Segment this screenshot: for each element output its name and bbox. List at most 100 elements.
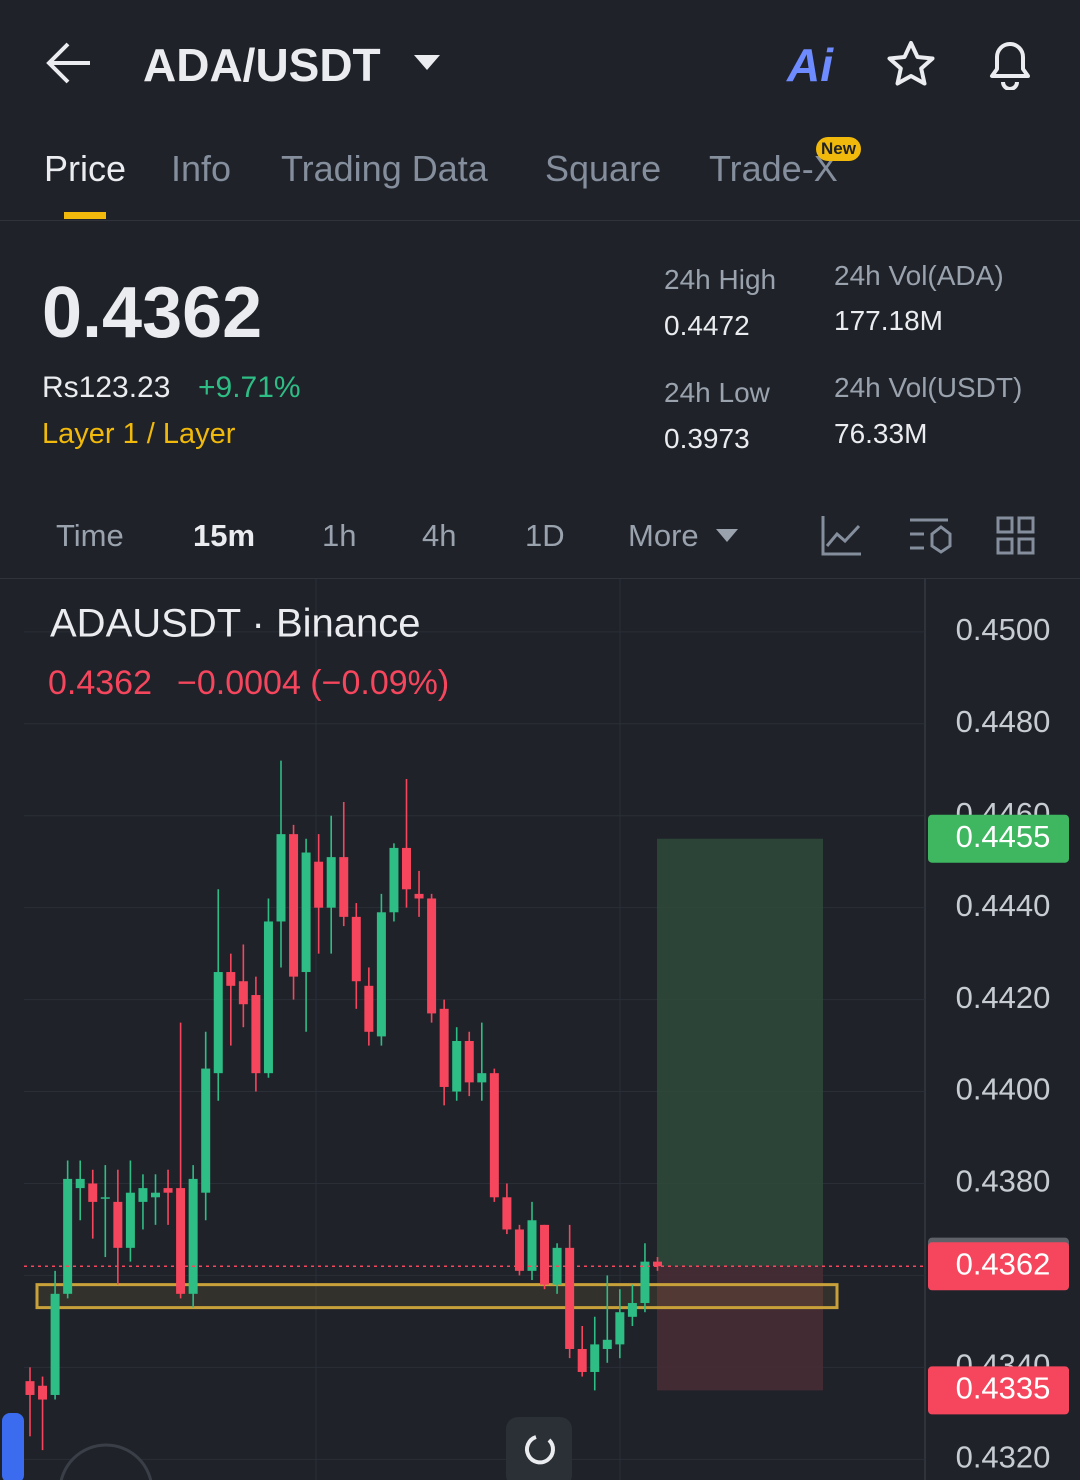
stat-value: 0.3973 [664,423,750,454]
legend-change: −0.0004 (−0.09%) [177,664,449,702]
last-price: 0.4362 [42,273,263,353]
candle-body [238,981,248,1005]
price-badge-label: 0.4335 [956,1371,1051,1406]
candle-body [301,852,311,973]
candle-body [326,857,336,908]
candle-body [63,1178,73,1294]
stat-value: 76.33M [834,418,928,449]
candle-body [414,893,424,899]
candle-body [527,1220,537,1271]
price-badge-label: 0.4362 [956,1246,1051,1281]
sector[interactable]: Layer 1 / Layer [42,418,236,450]
candle-body [427,898,437,1014]
candle-body [251,995,261,1074]
candle-body [50,1293,60,1395]
candle-body [477,1073,487,1083]
tab[interactable]: Trading Data [281,148,488,189]
y-tick-label: 0.4400 [956,1072,1051,1107]
candle-body [464,1040,474,1083]
reset-button[interactable] [506,1417,572,1480]
candle-body [88,1183,98,1202]
star-icon[interactable] [886,40,936,88]
candle-body [376,912,386,1037]
price-badge [928,814,1069,863]
ai-button[interactable]: Ai [787,39,833,91]
candle-body [38,1385,48,1400]
stat-label: 24h Low [664,377,770,408]
tab[interactable]: Trade-X [709,148,838,189]
candle-body [113,1201,123,1248]
divider [0,220,1080,221]
legend-price: 0.4362 [48,664,152,702]
clock-bubble [59,1443,153,1480]
stat-value: 177.18M [834,305,943,336]
candle-body [351,916,361,982]
candle-body [489,1073,499,1198]
candle-body [602,1339,612,1349]
y-tick-label: 0.4320 [956,1440,1051,1475]
price-badge [928,1242,1069,1291]
candle-body [452,1040,462,1092]
interval[interactable]: 4h [422,518,457,553]
y-tick-label: 0.4500 [956,612,1051,647]
candle-body [439,1008,449,1087]
back-icon[interactable] [44,40,94,86]
pair-title[interactable]: ADA/USDT [143,39,381,91]
interval[interactable]: 1h [322,518,357,553]
candle-body [364,985,374,1032]
interval[interactable]: More [628,518,699,553]
y-tick-label: 0.4380 [956,1164,1051,1199]
tab-indicator [64,212,106,219]
change: +9.71% [198,371,301,404]
y-tick-label: 0.4480 [956,704,1051,739]
candle-body [314,861,324,908]
candle-body [540,1224,550,1285]
interval[interactable]: 1D [525,518,565,553]
interval[interactable]: Time [56,518,124,553]
candle-body [263,921,273,1074]
tab[interactable]: Price [44,148,127,189]
candle-body [213,972,223,1074]
candle-body [640,1261,650,1304]
price-badge-label: 0.4455 [956,819,1051,854]
pair-dropdown[interactable] [414,55,440,71]
candle-body [100,1197,110,1199]
bell-icon[interactable] [984,36,1036,90]
candle-body [514,1229,524,1271]
side-tab[interactable] [2,1413,24,1480]
candle-body [577,1348,587,1372]
candle-body [590,1344,600,1372]
chart-title: ADAUSDT · Binance [50,602,421,646]
candle-body [389,847,399,913]
support-zone [35,1283,839,1310]
candle-body [163,1188,173,1193]
candle-body [188,1178,198,1294]
candle-body [138,1188,148,1202]
divider [0,578,1080,579]
reset-icon [525,1435,555,1465]
candle-body [615,1312,625,1345]
chart: ADAUSDT · Binance 0.4362 −0.0004 (−0.09%… [2,579,1069,1480]
y-tick-label: 0.4440 [956,888,1051,923]
candle-body [125,1192,135,1248]
candle-body [402,847,411,890]
candle-body [339,857,349,917]
toolbar-icons[interactable] [820,514,1040,558]
tab[interactable]: Square [545,148,662,189]
price-badge [928,1366,1069,1415]
new-badge: New [816,137,861,161]
candle-body [201,1068,211,1193]
y-tick-label: 0.4420 [956,980,1051,1015]
candle-body [627,1303,637,1317]
interval[interactable]: 15m [193,518,256,553]
candle-body [226,972,236,986]
position-zone [657,838,823,1267]
fiat-price: Rs123.23 [42,371,171,404]
position-zone [657,1266,823,1391]
stat-label: 24h Vol(ADA) [834,260,1004,291]
stat-label: 24h Vol(USDT) [834,372,1023,403]
tab[interactable]: Info [171,148,232,189]
candle-body [151,1192,160,1198]
candle-body [75,1178,85,1189]
